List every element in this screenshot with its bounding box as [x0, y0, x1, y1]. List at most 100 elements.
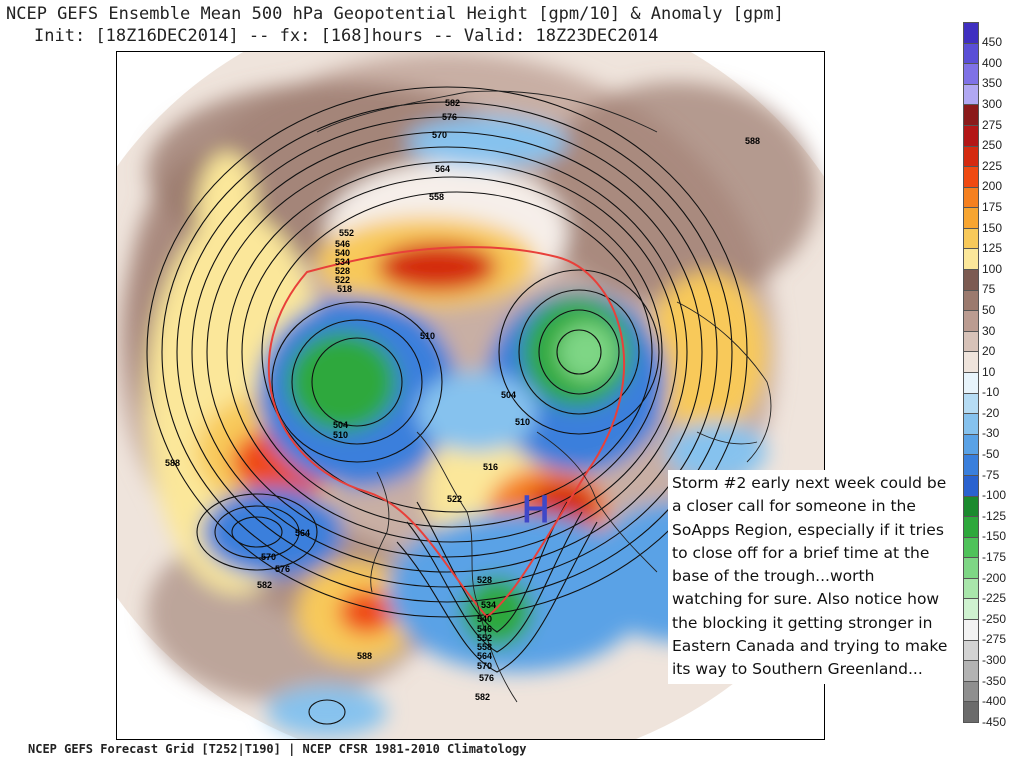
- colorbar-tick-label: -275: [982, 632, 1007, 647]
- colorbar-tick-label: 100: [982, 261, 1003, 276]
- height-contours: [146, 86, 748, 725]
- contour-label-group: 582 576 570 564 558 552 546 540 534 528 …: [165, 98, 760, 702]
- contour-label: 510: [333, 430, 348, 440]
- colorbar-swatch: [963, 42, 979, 65]
- contour-label: 564: [477, 651, 492, 661]
- colorbar-swatch: [963, 392, 979, 415]
- colorbar-swatch: [963, 372, 979, 394]
- contour-label: 582: [445, 98, 460, 108]
- contour-label: 564: [295, 528, 310, 538]
- colorbar-swatch: [963, 351, 979, 373]
- colorbar-tick-label: 200: [982, 179, 1003, 194]
- coastlines: [316, 90, 772, 703]
- contour-label: 534: [481, 600, 496, 610]
- colorbar-tick-label: 350: [982, 76, 1003, 91]
- colorbar-tick-label: -200: [982, 570, 1007, 585]
- anomaly-colorbar: [963, 22, 979, 723]
- contour-label: 522: [447, 494, 462, 504]
- anomaly-map: H 582 576 570 564 558 552 546 540 534 52…: [117, 52, 824, 739]
- colorbar-tick-label: 75: [982, 282, 996, 297]
- colorbar-swatch: [963, 474, 979, 497]
- colorbar-tick-label: -75: [982, 467, 1000, 482]
- colorbar-swatch: [963, 310, 979, 332]
- map-panel: H 582 576 570 564 558 552 546 540 534 52…: [116, 51, 825, 740]
- colorbar-swatch: [963, 454, 979, 476]
- contour-label: 546: [477, 624, 492, 634]
- contour-label: 582: [257, 580, 272, 590]
- contour-label: 540: [335, 248, 350, 258]
- colorbar-swatch: [963, 269, 979, 291]
- colorbar-tick-label: 300: [982, 97, 1003, 112]
- contour-label: 552: [477, 633, 492, 643]
- colorbar-swatch: [963, 83, 979, 106]
- contour-label: 558: [477, 642, 492, 652]
- data-credit: NCEP GEFS Forecast Grid [T252|T190] | NC…: [28, 742, 527, 756]
- contour-label: 510: [420, 331, 435, 341]
- colorbar-tick-label: 275: [982, 117, 1003, 132]
- colorbar-swatch: [963, 22, 979, 44]
- colorbar-tick-label: 450: [982, 35, 1003, 50]
- colorbar-swatch: [963, 619, 979, 641]
- chart-title: NCEP GEFS Ensemble Mean 500 hPa Geopoten…: [6, 4, 784, 24]
- contour-label: 570: [261, 552, 276, 562]
- colorbar-tick-label: -125: [982, 508, 1007, 523]
- contour-label: 546: [335, 239, 350, 249]
- colorbar-swatch: [963, 186, 979, 209]
- contour-label: 588: [165, 458, 180, 468]
- colorbar-swatch: [963, 166, 979, 188]
- colorbar-tick-label: 250: [982, 138, 1003, 153]
- contour-label: 588: [745, 136, 760, 146]
- contour-label: 576: [275, 564, 290, 574]
- colorbar-tick-label: -300: [982, 652, 1007, 667]
- contour-label: 558: [429, 192, 444, 202]
- contour-label: 552: [339, 228, 354, 238]
- colorbar-swatch: [963, 536, 979, 559]
- chart-subtitle: Init: [18Z16DEC2014] -- fx: [168]hours -…: [34, 26, 659, 46]
- colorbar-swatch: [963, 680, 979, 703]
- colorbar-tick-label: 20: [982, 344, 996, 359]
- contour-label: 534: [335, 257, 350, 267]
- contour-label: 504: [501, 390, 516, 400]
- colorbar-swatch: [963, 248, 979, 271]
- contour-label: 576: [479, 673, 494, 683]
- contour-label: 570: [432, 130, 447, 140]
- colorbar-tick-label: 50: [982, 302, 996, 317]
- contour-label: 522: [335, 275, 350, 285]
- contour-label: 528: [335, 266, 350, 276]
- contour-label: 504: [333, 420, 348, 430]
- colorbar-tick-label: -450: [982, 714, 1007, 729]
- contour-label: 510: [515, 417, 530, 427]
- contour-label: 516: [483, 462, 498, 472]
- colorbar-swatch: [963, 557, 979, 579]
- colorbar-tick-label: -400: [982, 694, 1007, 709]
- colorbar-swatch: [963, 289, 979, 312]
- colorbar-tick-label: 400: [982, 55, 1003, 70]
- contour-label: 518: [337, 284, 352, 294]
- forecast-annotation: Storm #2 early next week could be a clos…: [668, 470, 952, 684]
- colorbar-swatch: [963, 124, 979, 147]
- colorbar-tick-label: -150: [982, 529, 1007, 544]
- high-pressure-marker: H: [522, 489, 549, 531]
- colorbar-swatch: [963, 598, 979, 621]
- colorbar-tick-label: -100: [982, 488, 1007, 503]
- colorbar-swatch: [963, 207, 979, 229]
- colorbar-tick-label: 175: [982, 200, 1003, 214]
- colorbar-swatch: [963, 660, 979, 682]
- colorbar-swatch: [963, 104, 979, 126]
- colorbar-swatch: [963, 577, 979, 600]
- colorbar-tick-label: -175: [982, 550, 1007, 564]
- colorbar-swatch: [963, 227, 979, 250]
- contour-label: 528: [477, 575, 492, 585]
- colorbar-swatch: [963, 433, 979, 456]
- colorbar-swatch: [963, 330, 979, 353]
- colorbar-tick-label: -10: [982, 385, 1000, 400]
- contour-label: 576: [442, 112, 457, 122]
- colorbar-swatch: [963, 145, 979, 168]
- colorbar-swatch: [963, 413, 979, 435]
- colorbar-tick-label: 225: [982, 158, 1003, 173]
- colorbar-tick-label: -50: [982, 447, 1000, 462]
- colorbar-swatch: [963, 639, 979, 662]
- colorbar-swatch: [963, 701, 979, 723]
- colorbar-swatch: [963, 63, 979, 85]
- contour-label: 540: [477, 614, 492, 624]
